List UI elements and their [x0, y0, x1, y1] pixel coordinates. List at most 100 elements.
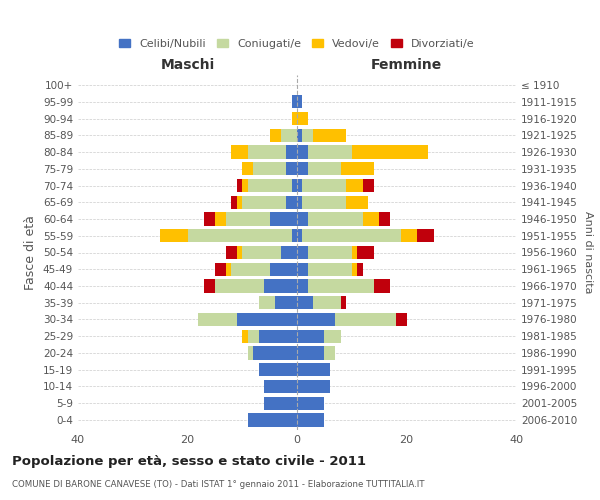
- Bar: [215, 280, 264, 292]
- Bar: [297, 296, 313, 310]
- Bar: [281, 246, 297, 259]
- Bar: [204, 212, 215, 226]
- Bar: [269, 128, 281, 142]
- Bar: [297, 380, 330, 393]
- Bar: [308, 280, 374, 292]
- Bar: [352, 246, 357, 259]
- Bar: [269, 212, 297, 226]
- Bar: [248, 330, 259, 343]
- Bar: [292, 95, 297, 108]
- Bar: [341, 162, 374, 175]
- Bar: [352, 146, 428, 158]
- Bar: [242, 162, 253, 175]
- Bar: [232, 146, 248, 158]
- Bar: [297, 128, 302, 142]
- Bar: [199, 313, 237, 326]
- Bar: [215, 262, 226, 276]
- Bar: [297, 262, 308, 276]
- Bar: [281, 128, 297, 142]
- Bar: [418, 229, 434, 242]
- Bar: [297, 396, 325, 410]
- Bar: [313, 128, 346, 142]
- Bar: [242, 196, 286, 209]
- Bar: [248, 346, 253, 360]
- Bar: [297, 280, 308, 292]
- Bar: [297, 179, 302, 192]
- Bar: [226, 212, 269, 226]
- Bar: [292, 179, 297, 192]
- Bar: [264, 396, 297, 410]
- Bar: [160, 229, 187, 242]
- Text: Popolazione per età, sesso e stato civile - 2011: Popolazione per età, sesso e stato civil…: [12, 455, 366, 468]
- Bar: [215, 212, 226, 226]
- Bar: [275, 296, 297, 310]
- Bar: [259, 296, 275, 310]
- Bar: [352, 262, 357, 276]
- Bar: [325, 346, 335, 360]
- Bar: [259, 330, 297, 343]
- Bar: [297, 162, 308, 175]
- Bar: [286, 162, 297, 175]
- Bar: [302, 196, 346, 209]
- Bar: [302, 128, 313, 142]
- Bar: [248, 146, 286, 158]
- Text: Femmine: Femmine: [371, 58, 442, 71]
- Bar: [346, 196, 368, 209]
- Bar: [226, 262, 232, 276]
- Bar: [297, 313, 335, 326]
- Bar: [232, 196, 237, 209]
- Bar: [237, 196, 242, 209]
- Bar: [374, 280, 390, 292]
- Bar: [204, 280, 215, 292]
- Bar: [362, 179, 374, 192]
- Bar: [242, 246, 281, 259]
- Bar: [226, 246, 237, 259]
- Bar: [308, 246, 352, 259]
- Bar: [308, 212, 362, 226]
- Bar: [297, 112, 308, 125]
- Bar: [308, 146, 352, 158]
- Bar: [237, 246, 242, 259]
- Bar: [308, 262, 352, 276]
- Bar: [362, 212, 379, 226]
- Text: COMUNE DI BARONE CANAVESE (TO) - Dati ISTAT 1° gennaio 2011 - Elaborazione TUTTI: COMUNE DI BARONE CANAVESE (TO) - Dati IS…: [12, 480, 425, 489]
- Bar: [264, 280, 297, 292]
- Bar: [308, 162, 341, 175]
- Bar: [297, 330, 325, 343]
- Bar: [242, 330, 248, 343]
- Bar: [297, 229, 302, 242]
- Legend: Celibi/Nubili, Coniugati/e, Vedovi/e, Divorziati/e: Celibi/Nubili, Coniugati/e, Vedovi/e, Di…: [115, 34, 479, 54]
- Bar: [232, 262, 269, 276]
- Y-axis label: Anni di nascita: Anni di nascita: [583, 211, 593, 294]
- Bar: [237, 313, 297, 326]
- Bar: [248, 179, 292, 192]
- Bar: [286, 146, 297, 158]
- Bar: [357, 262, 363, 276]
- Bar: [335, 313, 395, 326]
- Bar: [297, 146, 308, 158]
- Bar: [297, 414, 325, 426]
- Bar: [302, 229, 401, 242]
- Bar: [253, 162, 286, 175]
- Y-axis label: Fasce di età: Fasce di età: [25, 215, 37, 290]
- Bar: [395, 313, 407, 326]
- Bar: [248, 414, 297, 426]
- Text: Maschi: Maschi: [160, 58, 215, 71]
- Bar: [297, 196, 302, 209]
- Bar: [253, 346, 297, 360]
- Bar: [313, 296, 341, 310]
- Bar: [297, 346, 325, 360]
- Bar: [346, 179, 362, 192]
- Bar: [297, 363, 330, 376]
- Bar: [269, 262, 297, 276]
- Bar: [286, 196, 297, 209]
- Bar: [401, 229, 418, 242]
- Bar: [379, 212, 390, 226]
- Bar: [264, 380, 297, 393]
- Bar: [292, 112, 297, 125]
- Bar: [242, 179, 248, 192]
- Bar: [302, 179, 346, 192]
- Bar: [341, 296, 346, 310]
- Bar: [259, 363, 297, 376]
- Bar: [297, 212, 308, 226]
